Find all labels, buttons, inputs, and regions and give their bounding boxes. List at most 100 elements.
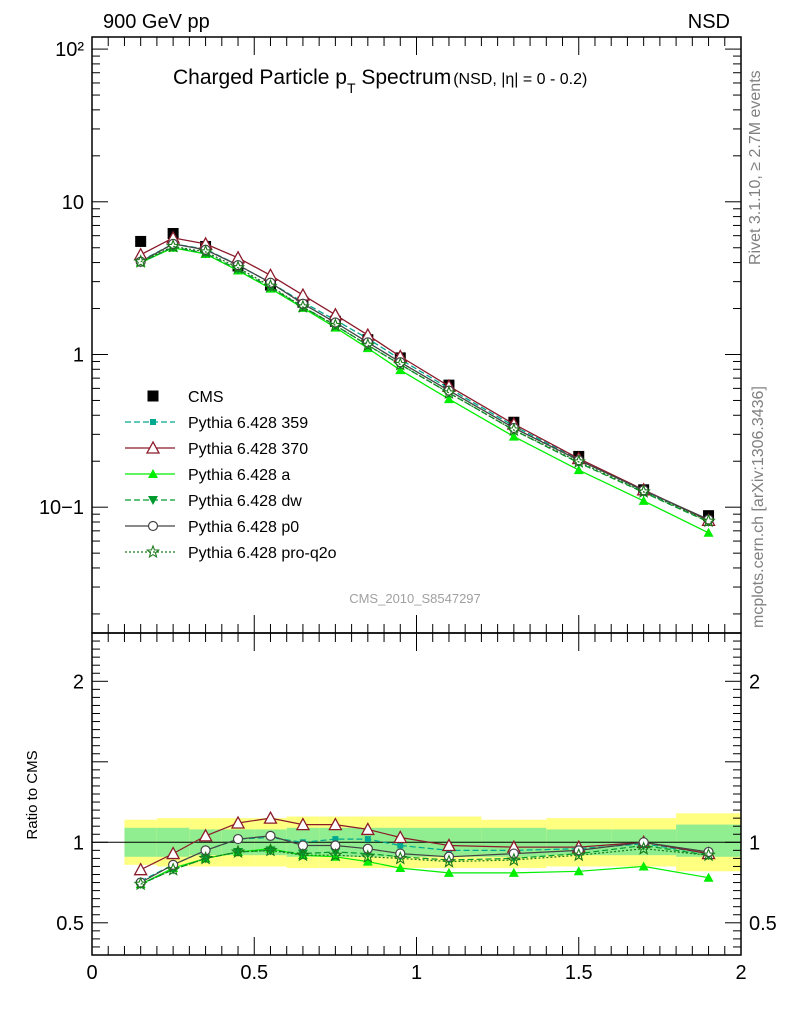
marker-open-triangle bbox=[441, 838, 457, 852]
legend-label: Pythia 6.428 a bbox=[188, 467, 290, 484]
marker-square bbox=[150, 419, 156, 425]
ratio-point bbox=[573, 866, 584, 876]
title-tail: Spectrum bbox=[356, 66, 452, 89]
data-point bbox=[506, 422, 522, 437]
marker-open-star bbox=[133, 254, 148, 268]
legend-label: Pythia 6.428 dw bbox=[188, 493, 302, 510]
data-point bbox=[328, 317, 343, 332]
marker-open-star bbox=[506, 852, 522, 867]
x-tick-label: 1.5 bbox=[565, 962, 593, 984]
ratio-y-tick-label: 0.5 bbox=[56, 913, 84, 935]
legend-marker bbox=[147, 390, 159, 402]
marker-down-triangle bbox=[148, 496, 158, 505]
ratio-point bbox=[362, 856, 373, 866]
ratio-y-tick-label-right: 2 bbox=[749, 671, 760, 693]
legend-marker bbox=[148, 469, 158, 478]
data-point bbox=[395, 365, 406, 375]
data-point bbox=[295, 299, 311, 313]
series-pythia-6-428-p0 bbox=[135, 238, 714, 525]
ratio-point bbox=[508, 867, 519, 877]
legend-entry-cms: CMS bbox=[147, 389, 224, 406]
x-tick-label: 2 bbox=[735, 962, 746, 984]
x-tick-label: 0.5 bbox=[240, 962, 268, 984]
marker-open-star bbox=[636, 841, 651, 855]
data-point bbox=[135, 235, 147, 247]
data-point bbox=[703, 527, 714, 537]
ratio-point bbox=[198, 850, 213, 865]
ratio-point bbox=[263, 810, 278, 824]
ratio-point bbox=[166, 846, 181, 860]
marker-open-star bbox=[328, 847, 343, 862]
ratio-point bbox=[571, 847, 586, 862]
marker-open-star bbox=[441, 385, 457, 400]
marker-open-star bbox=[145, 544, 161, 559]
marker-square bbox=[364, 836, 371, 843]
data-point bbox=[443, 394, 454, 404]
ratio-point bbox=[441, 854, 457, 868]
data-point bbox=[263, 278, 278, 293]
ratio-point bbox=[263, 842, 278, 857]
marker-triangle bbox=[443, 394, 454, 404]
data-point bbox=[133, 254, 148, 268]
marker-triangle bbox=[703, 527, 714, 537]
marker-triangle bbox=[443, 867, 454, 877]
marker-open-circle bbox=[362, 843, 373, 854]
x-tick-label: 0 bbox=[86, 962, 97, 984]
data-point bbox=[198, 244, 213, 258]
marker-open-star bbox=[441, 854, 457, 868]
marker-open-triangle bbox=[360, 822, 375, 836]
ratio-point bbox=[328, 847, 343, 862]
ratio-point bbox=[443, 867, 454, 877]
marker-open-triangle bbox=[328, 817, 343, 831]
marker-open-circle bbox=[703, 846, 714, 858]
data-point bbox=[393, 357, 408, 371]
marker-open-star bbox=[701, 513, 716, 528]
legend-marker bbox=[145, 440, 161, 454]
legend-label: Pythia 6.428 370 bbox=[188, 441, 308, 458]
series-line bbox=[140, 247, 709, 534]
ratio-y-tick-label: 1 bbox=[73, 832, 84, 854]
marker-triangle bbox=[395, 863, 406, 873]
ratio-point bbox=[295, 817, 311, 831]
marker-open-circle bbox=[200, 845, 211, 856]
ratio-point bbox=[360, 849, 375, 863]
rivet-label: Rivet 3.1.10, ≥ 2.7M events bbox=[747, 70, 764, 265]
ratio-point bbox=[230, 844, 246, 859]
marker-open-star bbox=[393, 357, 408, 371]
ratio-point bbox=[362, 843, 373, 854]
ratio-point bbox=[133, 876, 148, 891]
marker-open-star bbox=[328, 317, 343, 332]
marker-open-star bbox=[506, 422, 522, 437]
marker-open-star bbox=[360, 849, 375, 863]
ratio-point bbox=[393, 830, 408, 844]
marker-open-star bbox=[230, 260, 246, 274]
ratio-line bbox=[140, 835, 709, 884]
marker-triangle bbox=[638, 861, 649, 871]
marker-open-star bbox=[571, 847, 586, 862]
series-pythia-6-428-pro-q2o bbox=[133, 238, 716, 528]
marker-open-star bbox=[198, 850, 213, 865]
marker-open-circle bbox=[147, 520, 159, 532]
legend-label: Pythia 6.428 359 bbox=[188, 415, 308, 432]
marker-square bbox=[332, 836, 339, 843]
legend-entry-pythia-6-428-p0: Pythia 6.428 p0 bbox=[125, 519, 299, 536]
ratio-series bbox=[133, 810, 716, 891]
ratio-point bbox=[165, 862, 181, 876]
main-frame bbox=[91, 36, 742, 634]
marker-open-triangle bbox=[230, 815, 246, 829]
marker-open-star bbox=[636, 484, 651, 498]
marker-open-star bbox=[263, 278, 278, 293]
y-tick-label: 10 bbox=[62, 192, 84, 214]
marker-open-star bbox=[230, 844, 246, 859]
legend-entry-pythia-6-428-a: Pythia 6.428 a bbox=[125, 467, 290, 484]
marker-triangle bbox=[638, 495, 649, 505]
ratio-point bbox=[703, 846, 714, 858]
marker-open-circle bbox=[297, 298, 309, 309]
legend-entry-pythia-6-428-dw: Pythia 6.428 dw bbox=[125, 493, 302, 510]
marker-triangle bbox=[395, 365, 406, 375]
ratio-y-tick-label: 2 bbox=[73, 671, 84, 693]
ratio-frame bbox=[91, 632, 742, 956]
marker-open-triangle bbox=[263, 810, 278, 824]
marker-square bbox=[397, 842, 404, 849]
